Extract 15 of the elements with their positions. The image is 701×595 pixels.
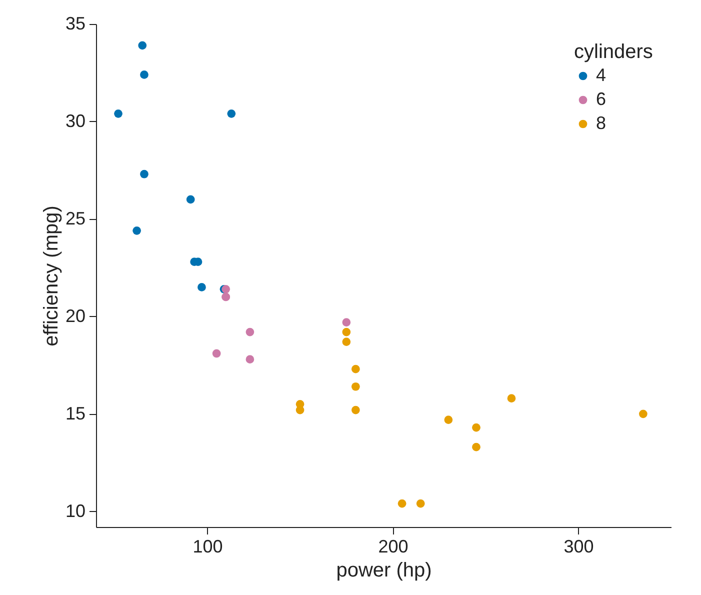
legend-title: cylinders <box>574 41 653 63</box>
y-tick-label: 25 <box>65 208 86 228</box>
y-tick-label: 20 <box>65 306 86 326</box>
legend-label: 8 <box>596 113 606 133</box>
x-tick-label: 200 <box>378 536 408 556</box>
y-tick-label: 30 <box>65 110 86 131</box>
legend-label: 6 <box>596 89 606 109</box>
y-tick-label: 15 <box>65 403 86 424</box>
y-tick-label: 10 <box>65 500 86 521</box>
legend-label: 4 <box>596 65 606 85</box>
x-tick-label: 100 <box>192 536 223 556</box>
y-tick-label: 35 <box>65 14 86 34</box>
y-axis-title: efficiency (mpg) <box>40 206 62 346</box>
x-axis-title: power (hp) <box>336 560 432 582</box>
x-tick-label: 300 <box>564 536 594 556</box>
